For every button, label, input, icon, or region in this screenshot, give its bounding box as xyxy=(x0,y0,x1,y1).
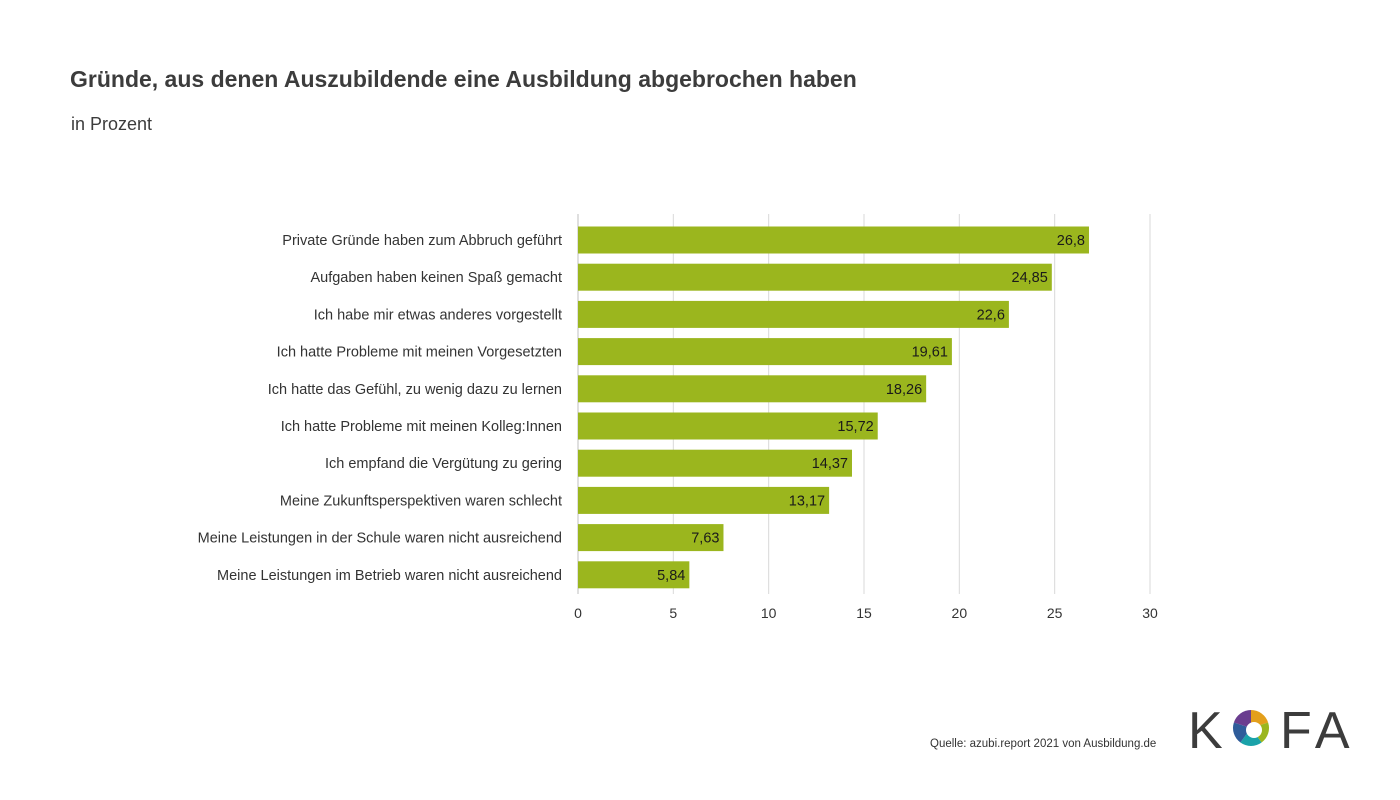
source-note: Quelle: azubi.report 2021 von Ausbildung… xyxy=(930,738,1157,750)
x-tick-label: 0 xyxy=(574,605,582,621)
x-tick-label: 30 xyxy=(1142,605,1158,621)
bar xyxy=(578,226,1089,254)
category-label: Meine Zukunftsperspektiven waren schlech… xyxy=(280,493,562,509)
x-tick-label: 25 xyxy=(1047,605,1063,621)
x-tick-label: 15 xyxy=(856,605,872,621)
category-label: Aufgaben haben keinen Spaß gemacht xyxy=(310,270,562,286)
x-tick-label: 20 xyxy=(952,605,968,621)
bar xyxy=(578,524,724,552)
logo-ring-segment xyxy=(1233,710,1251,728)
logo-ring-center xyxy=(1246,722,1262,738)
bar xyxy=(578,449,852,477)
category-label: Ich empfand die Vergütung zu gering xyxy=(325,456,562,472)
data-label: 13,17 xyxy=(789,493,825,509)
chart-subtitle: in Prozent xyxy=(71,114,153,134)
data-label: 15,72 xyxy=(837,419,873,435)
x-tick-label: 5 xyxy=(669,605,677,621)
data-label: 22,6 xyxy=(977,307,1005,323)
logo-letters-fa: FA xyxy=(1280,702,1356,760)
category-label: Ich hatte Probleme mit meinen Kolleg:Inn… xyxy=(281,419,562,435)
bar xyxy=(578,486,830,514)
bar xyxy=(578,561,690,589)
chart-title: Gründe, aus denen Auszubildende eine Aus… xyxy=(70,66,857,92)
kofa-ring-logo-icon xyxy=(1233,710,1269,746)
x-tick-label: 10 xyxy=(761,605,777,621)
category-label: Ich hatte das Gefühl, zu wenig dazu zu l… xyxy=(268,382,562,398)
bar xyxy=(578,412,878,440)
data-label: 7,63 xyxy=(691,531,719,547)
bar xyxy=(578,263,1052,291)
data-label: 14,37 xyxy=(812,456,848,472)
logo-letter-k: K xyxy=(1188,702,1223,760)
data-label: 24,85 xyxy=(1012,270,1048,286)
category-label: Meine Leistungen in der Schule waren nic… xyxy=(198,531,562,547)
category-label: Meine Leistungen im Betrieb waren nicht … xyxy=(217,568,562,584)
category-label: Ich habe mir etwas anderes vorgestellt xyxy=(314,307,562,323)
kofa-logo: K FA xyxy=(1188,702,1356,760)
category-label: Private Gründe haben zum Abbruch geführt xyxy=(282,233,562,249)
data-label: 18,26 xyxy=(886,382,922,398)
category-label: Ich hatte Probleme mit meinen Vorgesetzt… xyxy=(277,345,562,361)
data-label: 26,8 xyxy=(1057,233,1085,249)
bar xyxy=(578,300,1009,328)
bar xyxy=(578,375,927,403)
data-label: 5,84 xyxy=(657,568,685,584)
bar xyxy=(578,338,952,366)
data-label: 19,61 xyxy=(912,345,948,361)
